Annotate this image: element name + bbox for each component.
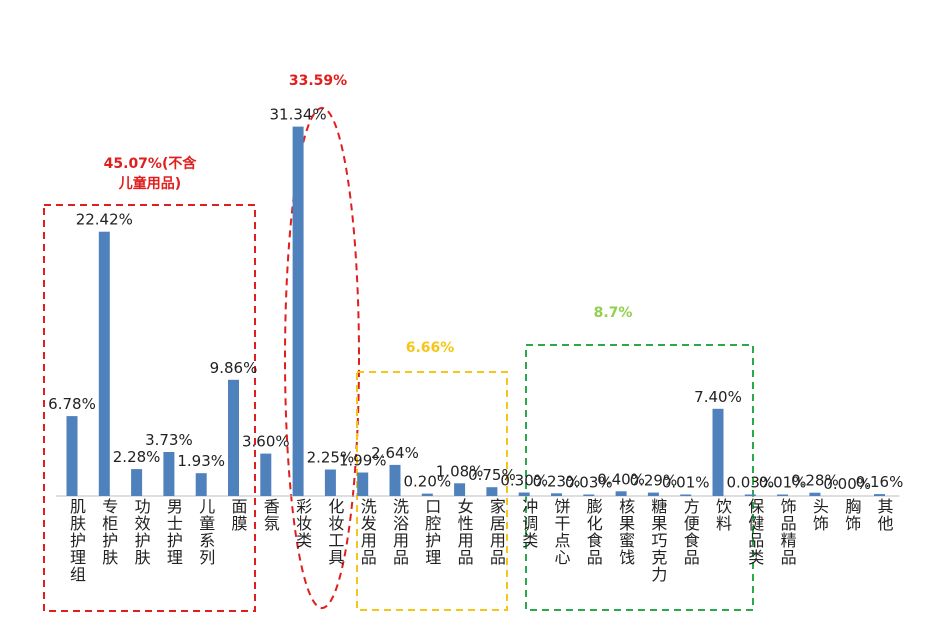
category-label-25: 其他 (877, 497, 893, 533)
annotation-box-3 (525, 344, 754, 611)
category-label-16: 膨化食品 (587, 497, 603, 567)
category-label-1: 专柜护肤 (102, 497, 118, 567)
value-label-10: 2.64% (371, 444, 419, 462)
value-label-13: 0.75% (468, 466, 516, 484)
value-label-4: 1.93% (177, 452, 225, 470)
annotation-label-0-1: 儿童用品) (118, 175, 181, 192)
category-label-17: 核果蜜饯 (619, 497, 635, 567)
value-label-12: 1.08% (436, 462, 484, 480)
category-label-12: 女性用品 (458, 497, 474, 567)
category-label-20: 饮料 (716, 497, 732, 533)
category-label-5: 面膜 (231, 497, 247, 533)
value-label-19: 0.01% (662, 474, 710, 492)
bar-18 (647, 492, 659, 496)
category-label-10: 洗浴用品 (393, 497, 409, 567)
bar-2 (131, 469, 143, 496)
value-label-18: 0.29% (630, 472, 678, 490)
annotation-label-2-0: 6.66% (406, 340, 455, 356)
category-label-24: 胸饰 (845, 497, 861, 533)
bar-20 (712, 408, 724, 496)
category-label-21: 保健品类 (748, 497, 764, 567)
value-label-17: 0.40% (597, 470, 645, 488)
category-label-15: 饼干点心 (554, 497, 570, 567)
category-label-4: 儿童系列 (199, 497, 215, 567)
value-labels-group: 6.78% 22.42% 2.28%3.73% 1.93% 9.86% 3.60% 31.3… (48, 106, 903, 493)
annotation-box-1 (284, 107, 360, 609)
category-label-7: 彩妆类 (296, 497, 312, 550)
value-label-9: 1.99% (339, 452, 387, 470)
annotation-box-2 (356, 371, 508, 611)
value-label-20: 7.40% (694, 388, 742, 406)
bar-25 (874, 494, 885, 496)
annotation-box-0 (43, 204, 256, 612)
bar-14 (518, 492, 530, 496)
bar-17 (615, 491, 627, 496)
value-label-11: 0.20% (403, 473, 451, 491)
value-label-14: 0.30% (500, 472, 548, 490)
category-label-13: 家居用品 (490, 497, 506, 567)
bar-6 (260, 453, 272, 496)
bar-7 (292, 126, 304, 496)
bar-21 (744, 494, 756, 496)
value-label-8: 2.25% (307, 449, 355, 467)
bar-13 (486, 487, 498, 496)
value-label-25: 0.16% (856, 473, 904, 491)
bars-group (66, 126, 885, 496)
bar-8 (324, 469, 336, 496)
bar-10 (389, 464, 401, 496)
bar-1 (98, 231, 110, 496)
value-label-22: 0.01% (759, 474, 807, 492)
bar-16 (583, 494, 595, 496)
bar-0 (66, 416, 78, 496)
value-label-3: 3.73% (145, 431, 193, 449)
category-label-23: 头饰 (813, 497, 829, 533)
value-label-6: 3.60% (242, 433, 290, 451)
bar-3 (163, 452, 175, 496)
annotation-label-3-0: 8.7% (594, 305, 633, 321)
bar-12 (454, 483, 466, 496)
value-label-0: 6.78% (48, 395, 96, 413)
value-label-2: 2.28% (113, 448, 161, 466)
annotation-label-1-0: 33.59% (289, 73, 347, 89)
value-label-16: 0.03% (565, 474, 613, 492)
category-label-3: 男士护理 (167, 497, 183, 567)
category-label-2: 功效护肤 (135, 497, 151, 567)
annotation-label-0-0: 45.07%(不含 (104, 155, 198, 172)
category-label-8: 化妆工具 (328, 497, 344, 567)
bar-23 (809, 492, 821, 496)
value-label-21: 0.03% (726, 474, 774, 492)
bar-11 (421, 493, 433, 496)
category-label-11: 口腔护理 (425, 497, 441, 567)
category-label-18: 糖果巧克力 (651, 497, 667, 584)
value-label-15: 0.23% (533, 472, 581, 490)
category-label-0: 肌肤护理组 (70, 497, 86, 584)
category-label-9: 洗发用品 (361, 497, 377, 567)
bar-22 (777, 494, 789, 496)
category-label-14: 冲调类 (522, 497, 538, 550)
value-label-1: 22.42% (76, 211, 133, 229)
value-label-24: 0.00% (823, 475, 871, 493)
value-label-23: 0.28% (791, 472, 839, 490)
bar-4 (195, 473, 207, 496)
category-label-6: 香氛 (264, 497, 280, 533)
bar-9 (357, 472, 369, 496)
bar-15 (551, 493, 562, 496)
category-label-19: 方便食品 (684, 497, 700, 567)
bar-5 (228, 379, 239, 496)
value-label-7: 31.34% (269, 106, 326, 124)
category-label-22: 饰品精品 (781, 497, 797, 567)
value-label-5: 9.86% (210, 359, 258, 377)
bar-19 (680, 494, 692, 496)
